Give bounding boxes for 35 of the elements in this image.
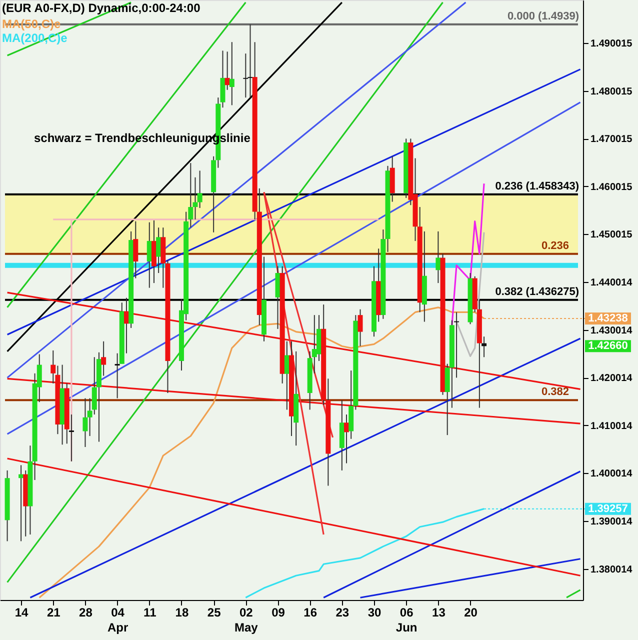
x-tick-label: 13 — [432, 606, 446, 620]
x-tick-label: 04 Apr — [107, 606, 128, 634]
y-tick-label: 1.460015 — [590, 182, 633, 193]
y-tick-label: 1.390014 — [590, 516, 633, 528]
x-tick-label: 28 — [79, 606, 93, 620]
x-tick-label: 30 — [368, 606, 382, 620]
y-tick-label: 1.400014 — [590, 468, 633, 480]
text: 1.42660 — [588, 340, 628, 352]
data-label: 1.39257 — [588, 502, 628, 515]
x-tick-label: 09 — [272, 606, 286, 620]
x-tick-label: 11 — [144, 606, 157, 620]
y-tick-label: 1.420014 — [590, 373, 633, 384]
annotation: 0.382 — [541, 386, 569, 398]
x-tick-label: 16 — [304, 606, 318, 620]
x-tick-label: 21 — [46, 606, 61, 620]
x-tick-label: 20 — [464, 606, 478, 620]
y-tick-label: 1.470015 — [590, 134, 633, 146]
y-tick-label: 1.380014 — [590, 564, 633, 576]
y-tick-label: 1.490015 — [590, 38, 633, 50]
y-tick-label: 1.430014 — [590, 325, 633, 336]
y-tick-label: 1.440014 — [590, 278, 633, 289]
ref-line-label: 0.236 (1.458343) — [495, 180, 580, 192]
y-tick-label: 1.450015 — [590, 230, 633, 241]
x-tick-label: 02 May — [234, 606, 258, 634]
x-tick-label: 25 — [207, 606, 222, 620]
x-tick-label: 06 Jun — [396, 606, 418, 634]
y-tick-label: 1.410014 — [590, 420, 633, 432]
y-tick-label: 1.480015 — [590, 86, 633, 98]
data-label: 1.43238 — [588, 312, 628, 324]
x-tick-label: 14 — [14, 606, 29, 620]
ref-line-label: 0.382 (1.436275) — [495, 286, 580, 298]
ref-line-label: 0.000 (1.4939) — [507, 10, 580, 22]
x-tick-label: 23 — [336, 606, 350, 620]
annotation: 0.236 — [541, 240, 569, 252]
x-tick-label: 18 — [175, 606, 189, 620]
